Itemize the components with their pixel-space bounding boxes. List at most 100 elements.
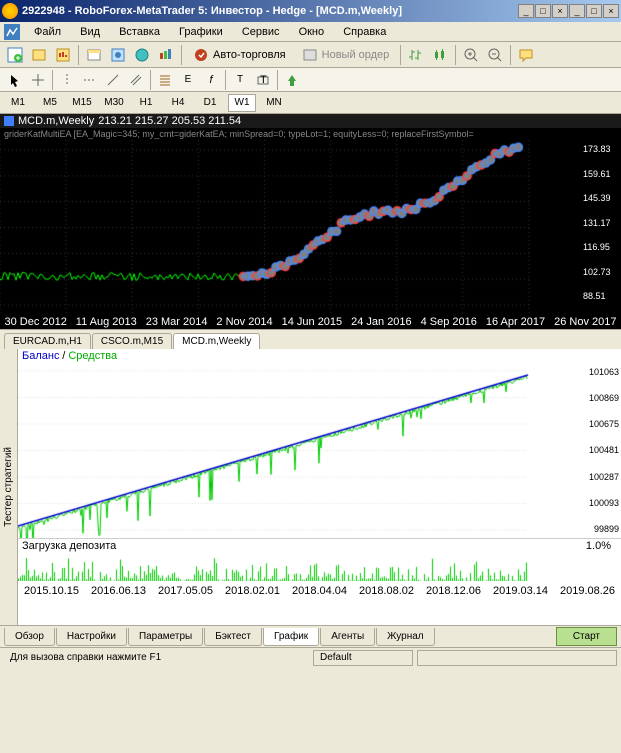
status-help: Для вызова справки нажмите F1 (4, 650, 309, 666)
menu-file[interactable]: Файл (26, 24, 69, 40)
main-toolbar: Авто-торговля Новый ордер (0, 42, 621, 68)
tf-m5[interactable]: M5 (36, 94, 64, 112)
tf-mn[interactable]: MN (260, 94, 288, 112)
crosshair-button[interactable] (27, 70, 49, 90)
tester-sidebar-label: Тестер стратегий (3, 447, 14, 527)
maximize-button[interactable]: □ (535, 4, 551, 18)
tf-m15[interactable]: M15 (68, 94, 96, 112)
tf-m30[interactable]: M30 (100, 94, 128, 112)
minimize-button[interactable]: _ (518, 4, 534, 18)
autotrade-icon (193, 47, 209, 63)
price-y-axis: 173.83 159.61 145.39 131.17 116.95 102.7… (581, 140, 621, 315)
tab-mcd[interactable]: MCD.m,Weekly (173, 333, 260, 349)
vline-button[interactable] (56, 70, 78, 90)
ttab-agents[interactable]: Агенты (320, 628, 375, 646)
balance-header: Баланс / Средства (18, 349, 621, 363)
new-order-label: Новый ордер (322, 49, 390, 61)
window-controls: _ □ × _ □ × (518, 4, 619, 18)
chart-ohlc: 213.21 215.27 205.53 211.54 (98, 115, 241, 127)
data-window-button[interactable] (83, 44, 105, 66)
menu-charts[interactable]: Графики (171, 24, 231, 40)
ttab-settings[interactable]: Настройки (56, 628, 127, 646)
balance-chart[interactable]: 101063 100869 100675 100481 100287 10009… (18, 363, 621, 538)
ea-info: griderKatMultiEA [EA_Magic=345; my_cmt=g… (0, 128, 621, 140)
balance-label: Баланс (22, 350, 59, 362)
new-chart-button[interactable] (4, 44, 26, 66)
deposit-pct: 1.0% (586, 540, 611, 552)
menu-service[interactable]: Сервис (234, 24, 288, 40)
ttab-overview[interactable]: Обзор (4, 628, 55, 646)
tester-panel: Тестер стратегий Баланс / Средства 10106… (0, 349, 621, 625)
tf-d1[interactable]: D1 (196, 94, 224, 112)
arrow-up-button[interactable] (281, 70, 303, 90)
tester-tabs: Обзор Настройки Параметры Бэктест График… (0, 625, 621, 647)
tf-h1[interactable]: H1 (132, 94, 160, 112)
menubar: Файл Вид Вставка Графики Сервис Окно Спр… (0, 22, 621, 42)
balance-x-axis: 2015.10.15 2016.06.13 2017.05.05 2018.02… (18, 584, 621, 598)
fibo-e-button[interactable]: E (177, 70, 199, 90)
titlebar-text: 2922948 - RoboForex-MetaTrader 5: Инвест… (22, 5, 518, 17)
menu-help[interactable]: Справка (335, 24, 394, 40)
price-x-axis: 30 Dec 2012 11 Aug 2013 23 Mar 2014 2 No… (0, 315, 621, 329)
fibo-button[interactable] (154, 70, 176, 90)
deposit-section: Загрузка депозита 1.0% (18, 538, 621, 584)
tf-w1[interactable]: W1 (228, 94, 256, 112)
ttab-graph[interactable]: График (263, 628, 319, 646)
terminal-button[interactable] (131, 44, 153, 66)
zoom-in-button[interactable] (460, 44, 482, 66)
ttab-journal[interactable]: Журнал (376, 628, 435, 646)
menu-insert[interactable]: Вставка (111, 24, 168, 40)
chart-bar-button[interactable] (405, 44, 427, 66)
start-button[interactable]: Старт (556, 627, 617, 646)
svg-text:T: T (260, 74, 267, 86)
tab-csco[interactable]: CSCO.m,M15 (92, 333, 172, 349)
equity-label: Средства (68, 350, 117, 362)
fibo-f-button[interactable]: f (200, 70, 222, 90)
trendline-button[interactable] (102, 70, 124, 90)
price-chart-panel: MCD.m,Weekly 213.21 215.27 205.53 211.54… (0, 114, 621, 329)
menu-window[interactable]: Окно (291, 24, 333, 40)
tf-m1[interactable]: M1 (4, 94, 32, 112)
new-order-button[interactable]: Новый ордер (295, 44, 397, 66)
chat-button[interactable] (515, 44, 537, 66)
deposit-chart[interactable] (18, 553, 574, 581)
profiles-button[interactable] (28, 44, 50, 66)
hline-button[interactable] (79, 70, 101, 90)
mdi-close-button[interactable]: × (603, 4, 619, 18)
symbol-tabs: EURCAD.m,H1 CSCO.m,M15 MCD.m,Weekly (0, 329, 621, 349)
titlebar: 2922948 - RoboForex-MetaTrader 5: Инвест… (0, 0, 621, 22)
close-button[interactable]: × (552, 4, 568, 18)
equidistant-button[interactable] (125, 70, 147, 90)
tab-eurcad[interactable]: EURCAD.m,H1 (4, 333, 91, 349)
menu-view[interactable]: Вид (72, 24, 108, 40)
neworder-icon (302, 47, 318, 63)
zoom-out-button[interactable] (484, 44, 506, 66)
mdi-minimize-button[interactable]: _ (569, 4, 585, 18)
auto-trade-label: Авто-торговля (213, 49, 286, 61)
chart-candle-button[interactable] (429, 44, 451, 66)
app-icon (2, 3, 18, 19)
mdi-maximize-button[interactable]: □ (586, 4, 602, 18)
status-empty (417, 650, 617, 666)
text-label-button[interactable]: T (252, 70, 274, 90)
drawing-toolbar: E f T T (0, 68, 621, 92)
menu-app-icon (4, 24, 20, 40)
cursor-button[interactable] (4, 70, 26, 90)
chart-symbol: MCD.m,Weekly (18, 115, 94, 127)
market-watch-button[interactable] (52, 44, 74, 66)
symbol-icon (4, 116, 14, 126)
balance-y-axis: 101063 100869 100675 100481 100287 10009… (577, 363, 621, 538)
text-button[interactable]: T (229, 70, 251, 90)
timeframe-bar: M1 M5 M15 M30 H1 H4 D1 W1 MN (0, 92, 621, 114)
ttab-backtest[interactable]: Бэктест (204, 628, 262, 646)
price-chart[interactable]: 173.83 159.61 145.39 131.17 116.95 102.7… (0, 140, 621, 315)
ttab-params[interactable]: Параметры (128, 628, 203, 646)
navigator-button[interactable] (107, 44, 129, 66)
tester-sidebar[interactable]: Тестер стратегий (0, 349, 18, 625)
statusbar: Для вызова справки нажмите F1 Default (0, 647, 621, 667)
status-profile[interactable]: Default (313, 650, 413, 666)
chart-header: MCD.m,Weekly 213.21 215.27 205.53 211.54 (0, 114, 621, 128)
strategy-tester-button[interactable] (155, 44, 177, 66)
tf-h4[interactable]: H4 (164, 94, 192, 112)
auto-trade-button[interactable]: Авто-торговля (186, 44, 293, 66)
